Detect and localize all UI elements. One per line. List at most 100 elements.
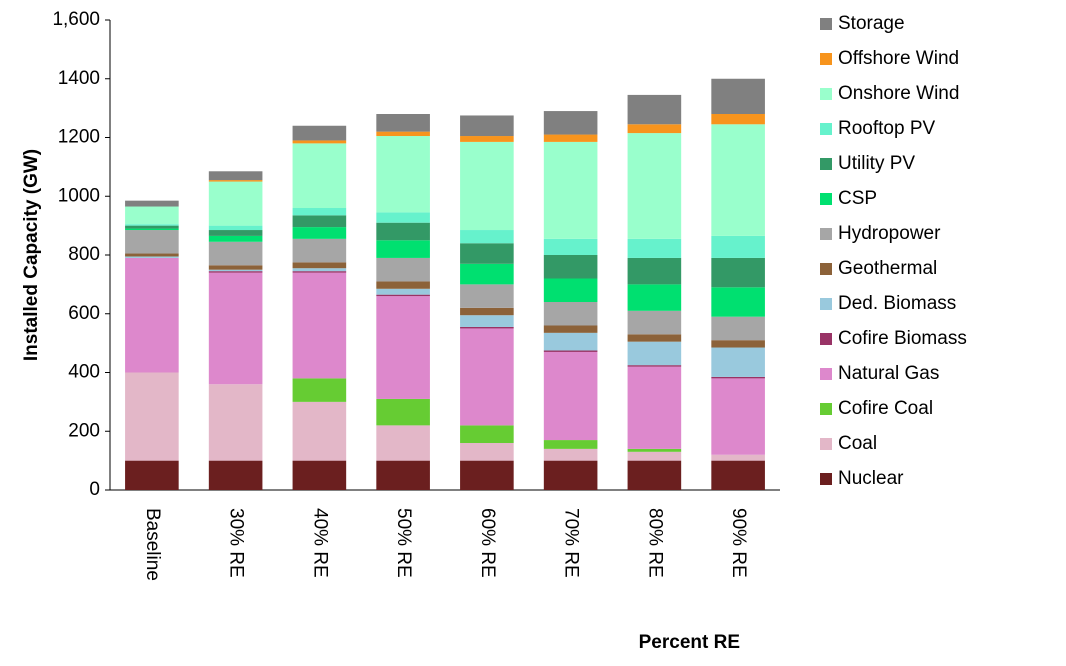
bar-segment <box>460 230 514 244</box>
bar-segment <box>292 143 347 208</box>
bar-segment <box>208 384 263 461</box>
bar-segment <box>627 460 682 490</box>
legend-swatch <box>820 263 832 275</box>
legend-label: Natural Gas <box>838 363 939 384</box>
bar-segment <box>125 224 179 226</box>
x-tick-label: 90% RE <box>728 508 749 578</box>
legend-swatch <box>820 228 832 240</box>
bar-segment <box>376 281 430 289</box>
legend-label: Cofire Coal <box>838 398 933 419</box>
bar-segment <box>125 253 179 257</box>
y-tick-label: 0 <box>89 479 100 500</box>
bar-segment <box>711 376 765 379</box>
bar-segment <box>543 325 598 333</box>
bar-segment <box>292 238 347 263</box>
bar-segment <box>711 235 765 258</box>
x-tick-label: 30% RE <box>226 508 247 578</box>
bar-segment <box>627 365 682 367</box>
legend-label: Hydropower <box>838 223 941 244</box>
legend-swatch <box>820 53 832 65</box>
bar-segment <box>208 272 263 385</box>
legend-swatch <box>820 333 832 345</box>
bar-segment <box>460 141 514 231</box>
bar-segment <box>208 265 263 270</box>
bar-segment <box>125 206 179 225</box>
bar-segment <box>543 332 598 351</box>
bar-segment <box>292 460 347 490</box>
bar-segment <box>292 140 347 144</box>
y-tick-label: 200 <box>68 420 100 441</box>
legend-label: Nuclear <box>838 468 904 489</box>
y-tick-label: 1,600 <box>52 9 100 30</box>
bar-segment <box>376 425 430 461</box>
legend-swatch <box>820 18 832 30</box>
legend-label: Onshore Wind <box>838 83 959 104</box>
bar-segment <box>376 294 430 297</box>
bar-segment <box>543 111 598 135</box>
bar-segment <box>376 222 430 241</box>
bar-segment <box>292 125 347 141</box>
bar-segment <box>376 131 430 137</box>
bar-segment <box>711 347 765 377</box>
bar-segment <box>627 94 682 125</box>
y-tick-label: 600 <box>68 303 100 324</box>
x-axis-title: Percent RE <box>639 632 740 653</box>
legend-swatch <box>820 88 832 100</box>
bar-segment <box>376 136 430 213</box>
bar-segment <box>376 212 430 223</box>
y-tick-label: 1000 <box>58 185 100 206</box>
x-tick-label: 70% RE <box>561 508 582 578</box>
bar-segment <box>292 401 347 461</box>
legend-swatch <box>820 473 832 485</box>
bar-segment <box>543 255 598 279</box>
bar-segment <box>543 460 598 490</box>
y-tick-label: 1400 <box>58 68 100 89</box>
bar-segment <box>208 181 263 226</box>
bar-segment <box>627 284 682 311</box>
y-axis-title: Installed Capacity (GW) <box>21 149 42 361</box>
y-tick-label: 800 <box>68 244 100 265</box>
bar-segment <box>627 334 682 342</box>
bar-segment <box>711 340 765 348</box>
bar-segment <box>711 257 765 288</box>
bar-segment <box>208 225 263 231</box>
bar-segment <box>460 443 514 461</box>
legend-label: CSP <box>838 188 877 209</box>
bar-segment <box>543 302 598 326</box>
bar-segment <box>460 263 514 285</box>
bar-segment <box>292 268 347 272</box>
bar-segment <box>543 351 598 441</box>
x-tick-label: 60% RE <box>477 508 498 578</box>
bar-segment <box>627 257 682 285</box>
bar-segment <box>292 378 347 402</box>
bar-segment <box>208 230 263 236</box>
bar-segment <box>292 262 347 269</box>
legend-label: Coal <box>838 433 877 454</box>
legend-label: Utility PV <box>838 153 915 174</box>
bar-segment <box>460 115 514 137</box>
bar-segment <box>125 200 179 207</box>
bar-segment <box>543 448 598 461</box>
legend-label: Offshore Wind <box>838 48 959 69</box>
bar-segment <box>208 171 263 181</box>
bar-segment <box>292 208 347 216</box>
bar-segment <box>627 341 682 366</box>
bar-segment <box>460 136 514 142</box>
bar-segment <box>460 243 514 264</box>
bar-segment <box>460 328 514 426</box>
legend-swatch <box>820 123 832 135</box>
legend-swatch <box>820 438 832 450</box>
bar-segment <box>208 180 263 182</box>
bar-segment <box>543 350 598 352</box>
bar-segment <box>543 141 598 239</box>
bar-segment <box>460 425 514 443</box>
bar-segment <box>292 272 347 379</box>
x-tick-label: 50% RE <box>393 508 414 578</box>
bar-segment <box>711 454 765 461</box>
bar-segment <box>543 440 598 449</box>
bar-segment <box>208 460 263 490</box>
legend-swatch <box>820 403 832 415</box>
y-tick-label: 400 <box>68 362 100 383</box>
bar-segment <box>460 284 514 308</box>
